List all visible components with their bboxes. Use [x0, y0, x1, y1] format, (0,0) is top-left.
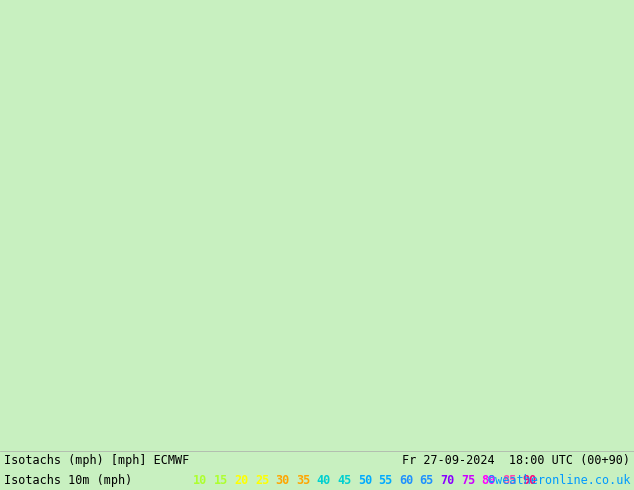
Text: Isotachs (mph) [mph] ECMWF: Isotachs (mph) [mph] ECMWF [4, 454, 190, 467]
Text: 50: 50 [358, 473, 372, 487]
Text: 10: 10 [193, 473, 207, 487]
Text: 55: 55 [378, 473, 392, 487]
Text: 20: 20 [235, 473, 249, 487]
Text: 85: 85 [502, 473, 516, 487]
Text: Isotachs 10m (mph): Isotachs 10m (mph) [4, 473, 133, 487]
Text: 15: 15 [214, 473, 228, 487]
Text: 25: 25 [255, 473, 269, 487]
Text: ©weatheronline.co.uk: ©weatheronline.co.uk [488, 473, 630, 487]
Text: 60: 60 [399, 473, 413, 487]
Text: 35: 35 [296, 473, 311, 487]
Text: 75: 75 [461, 473, 475, 487]
Text: 40: 40 [317, 473, 331, 487]
Text: 30: 30 [276, 473, 290, 487]
Text: Fr 27-09-2024  18:00 UTC (00+90): Fr 27-09-2024 18:00 UTC (00+90) [402, 454, 630, 467]
Text: 65: 65 [420, 473, 434, 487]
Text: 45: 45 [337, 473, 351, 487]
Text: 70: 70 [440, 473, 455, 487]
Text: 80: 80 [481, 473, 496, 487]
Text: 90: 90 [522, 473, 537, 487]
